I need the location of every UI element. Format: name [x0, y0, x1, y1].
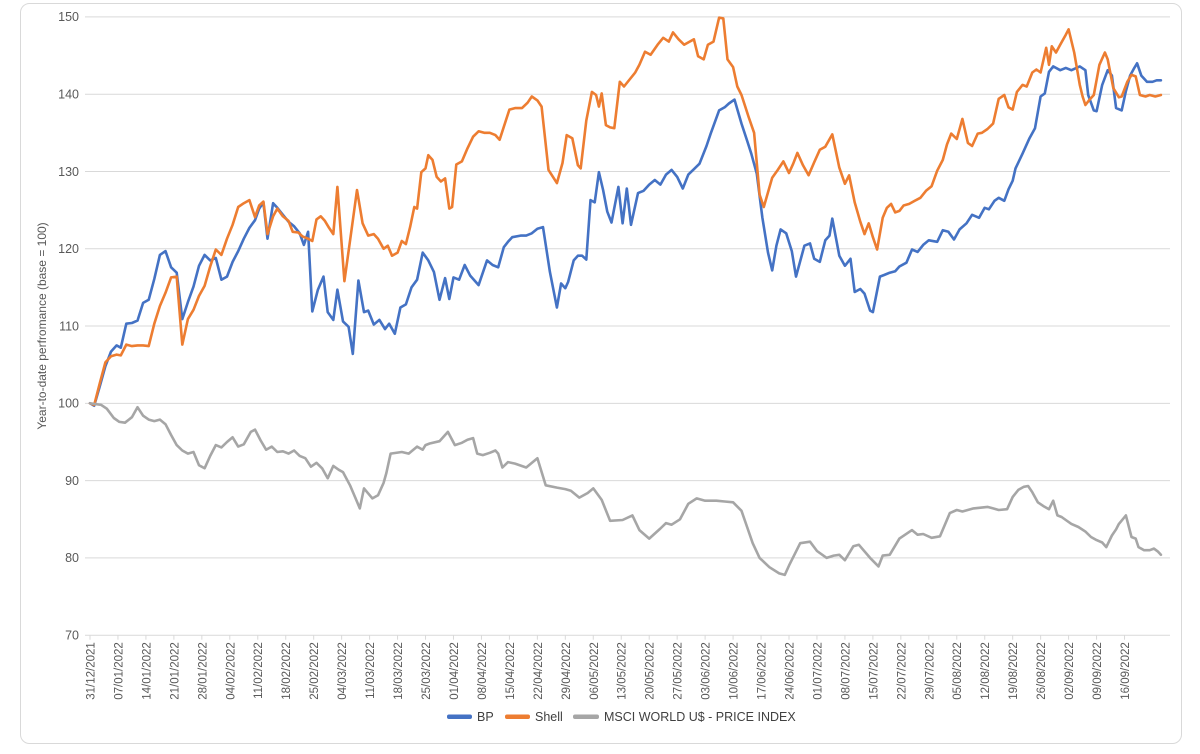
- x-tick-label: 06/05/2022: [589, 642, 601, 700]
- x-tick-label: 21/01/2022: [169, 642, 181, 700]
- y-tick-label: 70: [65, 629, 79, 643]
- series-line-shell: [88, 16, 1163, 407]
- x-tick-label: 15/07/2022: [868, 642, 880, 700]
- x-tick-label: 11/03/2022: [365, 642, 377, 699]
- x-tick-label: 04/02/2022: [225, 642, 237, 700]
- x-tick-label: 18/03/2022: [393, 642, 405, 700]
- x-tick-label: 11/02/2022: [253, 642, 265, 699]
- legend-swatch-bp[interactable]: [447, 714, 472, 720]
- series-line-bp: [88, 61, 1163, 408]
- x-tick-label: 28/01/2022: [197, 642, 209, 700]
- y-axis-title: Year-to-date perfromance (base = 100): [35, 222, 49, 429]
- x-tick-label: 14/01/2022: [141, 642, 153, 700]
- x-tick-label: 13/05/2022: [617, 642, 629, 700]
- legend-label-bp[interactable]: BP: [477, 710, 494, 724]
- x-tick-label: 18/02/2022: [281, 642, 293, 700]
- legend-swatch-shell[interactable]: [505, 714, 530, 720]
- x-tick-label: 01/04/2022: [449, 642, 461, 700]
- chart-border: [20, 3, 1182, 744]
- x-tick-label: 31/12/2021: [86, 642, 98, 700]
- y-axis: 70 80 90 100 110 120 130 140 150: [58, 10, 79, 642]
- y-tick-label: 90: [65, 474, 79, 488]
- x-tick-label: 29/04/2022: [561, 642, 573, 700]
- x-axis: 31/12/2021 07/01/2022 14/01/2022 21/01/2022…: [86, 635, 1132, 700]
- x-tick-label: 01/07/2022: [812, 642, 824, 700]
- x-tick-label: 20/05/2022: [645, 642, 657, 700]
- series-line-msci-world-u-price-index: [88, 401, 1163, 577]
- x-tick-label: 05/08/2022: [952, 642, 964, 700]
- x-tick-label: 29/07/2022: [924, 642, 936, 700]
- x-tick-label: 16/09/2022: [1120, 642, 1132, 700]
- gridlines: [85, 16, 1170, 636]
- x-tick-label: 27/05/2022: [673, 642, 685, 700]
- x-tick-label: 22/07/2022: [896, 642, 908, 700]
- legend-label-msci[interactable]: MSCI WORLD U$ - PRICE INDEX: [604, 710, 796, 724]
- x-tick-label: 15/04/2022: [505, 642, 517, 700]
- x-tick-label: 02/09/2022: [1064, 642, 1076, 700]
- x-tick-label: 03/06/2022: [701, 642, 713, 700]
- y-tick-label: 130: [58, 165, 79, 179]
- x-tick-label: 17/06/2022: [757, 642, 769, 700]
- x-tick-label: 19/08/2022: [1008, 642, 1020, 700]
- x-tick-label: 26/08/2022: [1036, 642, 1048, 700]
- x-tick-label: 08/07/2022: [840, 642, 852, 700]
- x-tick-label: 04/03/2022: [337, 642, 349, 700]
- x-tick-label: 25/02/2022: [309, 642, 321, 700]
- x-tick-label: 07/01/2022: [113, 642, 125, 700]
- x-tick-label: 08/04/2022: [477, 642, 489, 700]
- legend-swatch-msci[interactable]: [573, 714, 599, 720]
- series-lines: [88, 16, 1163, 577]
- x-tick-label: 12/08/2022: [980, 642, 992, 700]
- y-tick-label: 100: [58, 397, 79, 411]
- legend-label-shell[interactable]: Shell: [535, 710, 563, 724]
- x-tick-label: 24/06/2022: [785, 642, 797, 700]
- legend: BP Shell MSCI WORLD U$ - PRICE INDEX: [447, 710, 796, 724]
- y-tick-label: 80: [65, 551, 79, 565]
- y-tick-label: 120: [58, 242, 79, 256]
- x-tick-label: 10/06/2022: [729, 642, 741, 700]
- x-tick-label: 25/03/2022: [421, 642, 433, 700]
- y-tick-label: 140: [58, 87, 79, 101]
- y-tick-label: 110: [59, 319, 79, 333]
- x-tick-label: 09/09/2022: [1092, 642, 1104, 700]
- x-tick-label: 22/04/2022: [533, 642, 545, 700]
- y-tick-label: 150: [58, 10, 79, 24]
